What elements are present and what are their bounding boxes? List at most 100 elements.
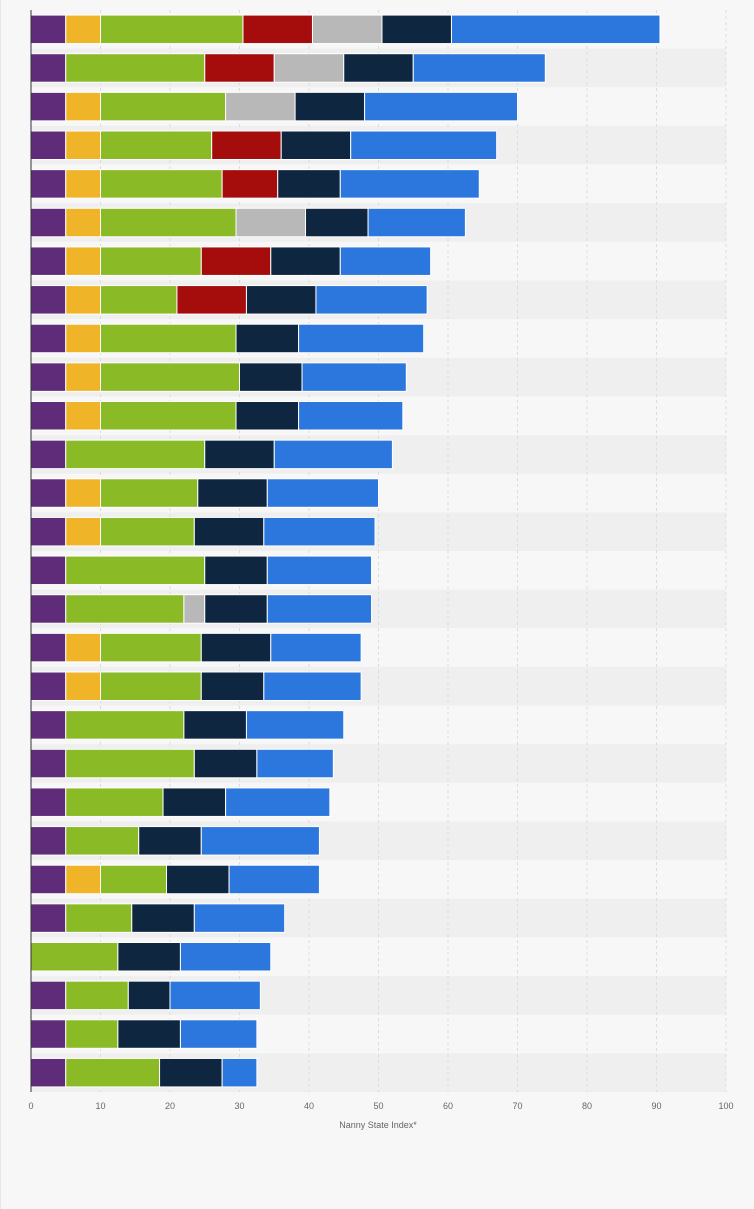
bar-segment[interactable] — [30, 439, 67, 470]
bar-segment[interactable] — [183, 710, 247, 740]
bar-segment[interactable] — [65, 439, 206, 470]
bar-segment[interactable] — [100, 362, 240, 392]
bar-segment[interactable] — [138, 826, 202, 856]
bar-segment[interactable] — [65, 401, 101, 431]
bar-segment[interactable] — [30, 555, 67, 586]
bar-segment[interactable] — [305, 207, 369, 238]
bar-segment[interactable] — [30, 1019, 67, 1049]
bar-segment[interactable] — [339, 246, 432, 276]
bar-segment[interactable] — [30, 748, 67, 779]
bar-segment[interactable] — [367, 207, 466, 238]
bar-segment[interactable] — [65, 710, 185, 740]
bar-segment[interactable] — [225, 787, 331, 817]
bar-segment[interactable] — [270, 246, 341, 276]
bar-segment[interactable] — [200, 632, 272, 663]
bar-segment[interactable] — [65, 478, 101, 508]
bar-segment[interactable] — [256, 748, 334, 779]
bar-segment[interactable] — [204, 594, 268, 624]
bar-segment[interactable] — [65, 246, 101, 276]
bar-segment[interactable] — [221, 1057, 258, 1088]
bar-segment[interactable] — [193, 516, 265, 547]
bar-segment[interactable] — [30, 207, 67, 238]
bar-segment[interactable] — [179, 942, 272, 972]
bar-segment[interactable] — [100, 632, 202, 663]
bar-segment[interactable] — [65, 980, 129, 1011]
bar-segment[interactable] — [176, 285, 247, 315]
bar-segment[interactable] — [30, 632, 67, 663]
bar-segment[interactable] — [298, 323, 425, 354]
bar-segment[interactable] — [65, 323, 101, 354]
bar-segment[interactable] — [65, 903, 133, 933]
bar-segment[interactable] — [30, 130, 67, 160]
bar-segment[interactable] — [30, 323, 67, 354]
bar-segment[interactable] — [30, 516, 67, 547]
bar-segment[interactable] — [245, 285, 317, 315]
bar-segment[interactable] — [301, 362, 407, 392]
bar-segment[interactable] — [364, 91, 518, 122]
bar-segment[interactable] — [197, 478, 268, 508]
bar-segment[interactable] — [65, 285, 101, 315]
bar-segment[interactable] — [117, 1019, 181, 1049]
bar-segment[interactable] — [65, 594, 185, 624]
bar-segment[interactable] — [65, 748, 195, 779]
bar-segment[interactable] — [204, 555, 268, 586]
bar-segment[interactable] — [65, 207, 101, 238]
bar-segment[interactable] — [65, 555, 206, 586]
bar-segment[interactable] — [30, 787, 67, 817]
bar-segment[interactable] — [30, 285, 67, 315]
bar-segment[interactable] — [242, 14, 313, 45]
bar-segment[interactable] — [166, 864, 230, 895]
bar-segment[interactable] — [266, 594, 373, 624]
bar-segment[interactable] — [266, 478, 379, 508]
bar-segment[interactable] — [30, 14, 67, 45]
bar-segment[interactable] — [65, 864, 101, 895]
bar-segment[interactable] — [30, 671, 67, 701]
bar-segment[interactable] — [100, 516, 195, 547]
bar-segment[interactable] — [100, 246, 202, 276]
bar-segment[interactable] — [315, 285, 428, 315]
bar-segment[interactable] — [100, 207, 237, 238]
bar-segment[interactable] — [30, 169, 67, 199]
bar-segment[interactable] — [117, 942, 181, 972]
bar-segment[interactable] — [266, 555, 373, 586]
bar-segment[interactable] — [343, 53, 414, 83]
bar-segment[interactable] — [277, 169, 341, 199]
bar-segment[interactable] — [162, 787, 227, 817]
bar-segment[interactable] — [30, 864, 67, 895]
bar-segment[interactable] — [100, 671, 202, 701]
bar-segment[interactable] — [280, 130, 352, 160]
bar-segment[interactable] — [100, 478, 199, 508]
bar-segment[interactable] — [65, 632, 101, 663]
bar-segment[interactable] — [30, 826, 67, 856]
bar-segment[interactable] — [100, 285, 178, 315]
bar-segment[interactable] — [211, 130, 282, 160]
bar-segment[interactable] — [65, 169, 101, 199]
bar-segment[interactable] — [65, 826, 140, 856]
bar-segment[interactable] — [30, 246, 67, 276]
bar-segment[interactable] — [65, 671, 101, 701]
bar-segment[interactable] — [30, 362, 67, 392]
bar-segment[interactable] — [294, 91, 366, 122]
bar-segment[interactable] — [65, 516, 101, 547]
bar-segment[interactable] — [381, 14, 452, 45]
bar-segment[interactable] — [30, 594, 67, 624]
bar-segment[interactable] — [30, 53, 67, 83]
bar-segment[interactable] — [228, 864, 320, 895]
bar-segment[interactable] — [65, 91, 101, 122]
bar-segment[interactable] — [131, 903, 195, 933]
bar-segment[interactable] — [273, 53, 345, 83]
bar-segment[interactable] — [200, 671, 265, 701]
bar-segment[interactable] — [245, 710, 345, 740]
bar-segment[interactable] — [30, 710, 67, 740]
bar-segment[interactable] — [100, 169, 223, 199]
bar-segment[interactable] — [100, 401, 237, 431]
bar-segment[interactable] — [311, 14, 383, 45]
bar-segment[interactable] — [225, 91, 296, 122]
bar-segment[interactable] — [100, 864, 168, 895]
bar-segment[interactable] — [100, 130, 213, 160]
bar-segment[interactable] — [65, 787, 164, 817]
bar-segment[interactable] — [100, 91, 227, 122]
bar-segment[interactable] — [263, 516, 376, 547]
bar-segment[interactable] — [183, 594, 206, 624]
bar-segment[interactable] — [273, 439, 393, 470]
